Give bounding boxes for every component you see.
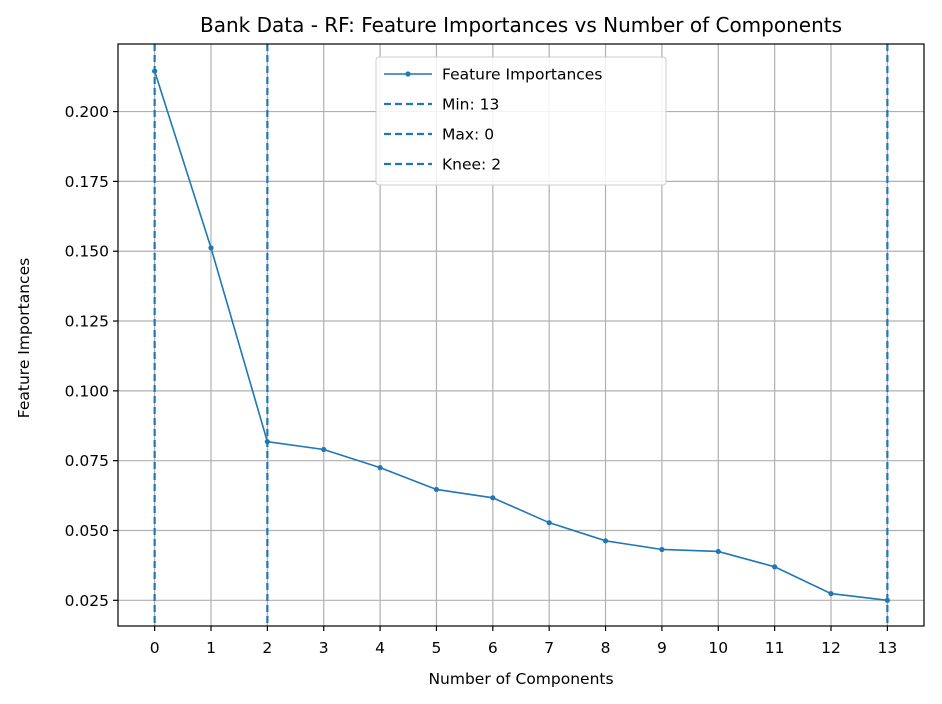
data-point xyxy=(828,591,834,597)
legend-label: Max: 0 xyxy=(442,126,494,144)
y-tick-label: 0.025 xyxy=(65,592,109,610)
legend-label: Min: 13 xyxy=(442,96,499,114)
x-tick-label: 10 xyxy=(708,639,728,657)
data-point xyxy=(321,446,327,453)
x-tick-label: 4 xyxy=(375,639,385,657)
x-tick-label: 5 xyxy=(432,639,442,657)
x-tick-label: 9 xyxy=(657,639,667,657)
x-tick-label: 1 xyxy=(206,639,216,657)
y-tick-label: 0.150 xyxy=(65,243,109,261)
plot-frame xyxy=(117,43,925,627)
x-tick-label: 11 xyxy=(765,639,785,657)
y-tick-label: 0.100 xyxy=(65,382,109,400)
data-point xyxy=(377,465,383,471)
legend-label: Feature Importances xyxy=(442,66,602,84)
y-tick-label: 0.200 xyxy=(65,103,109,121)
x-tick-label: 2 xyxy=(262,639,272,657)
y-axis-label: Feature Importances xyxy=(15,258,33,418)
data-point xyxy=(208,245,214,251)
legend-marker xyxy=(405,71,411,77)
data-point xyxy=(659,546,665,553)
x-axis-label: Number of Components xyxy=(428,670,613,688)
vertical-lines xyxy=(153,44,889,626)
data-point xyxy=(715,548,721,555)
data-point xyxy=(884,597,890,603)
data-point xyxy=(152,68,158,74)
series-group xyxy=(152,68,890,603)
y-axis-ticks: 0.025 0.050 0.075 0.100 0.125 0.150 0.175 0.200 xyxy=(65,103,118,610)
data-point xyxy=(602,538,609,544)
y-tick-label: 0.050 xyxy=(65,522,109,540)
x-tick-label: 7 xyxy=(544,639,554,657)
y-tick-label: 0.125 xyxy=(65,313,109,331)
x-tick-label: 8 xyxy=(601,639,611,657)
legend-label: Knee: 2 xyxy=(442,156,501,174)
y-tick-label: 0.075 xyxy=(65,452,109,470)
x-tick-label: 13 xyxy=(877,639,897,657)
series-line xyxy=(153,70,888,602)
x-tick-label: 3 xyxy=(319,639,329,657)
data-point xyxy=(264,439,270,445)
legend-box xyxy=(375,56,667,186)
x-axis-ticks: 0 1 2 3 4 5 6 7 8 9 10 11 12 13 xyxy=(150,626,897,657)
x-tick-label: 0 xyxy=(150,639,160,657)
x-tick-label: 6 xyxy=(488,639,498,657)
chart-title: Bank Data - RF: Feature Importances vs N… xyxy=(200,13,842,37)
x-tick-label: 12 xyxy=(821,639,841,657)
data-point xyxy=(772,564,778,570)
data-point xyxy=(433,486,440,493)
y-tick-label: 0.175 xyxy=(65,173,109,191)
data-point xyxy=(546,520,552,526)
legend: Feature Importances Min: 13 Max: 0 Knee: 2 xyxy=(375,56,667,186)
data-point xyxy=(490,495,496,501)
